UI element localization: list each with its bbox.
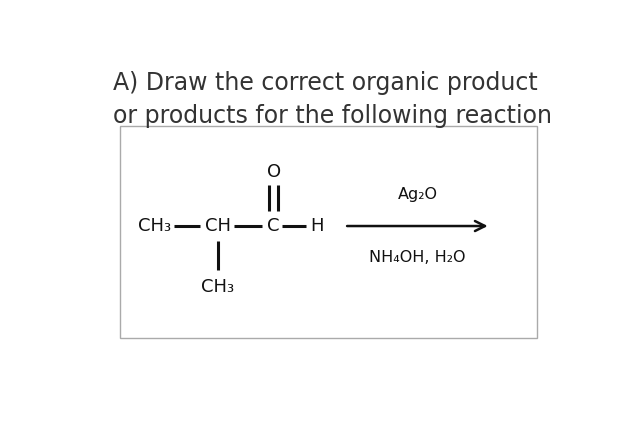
Text: A) Draw the correct organic product
or products for the following reaction: A) Draw the correct organic product or p…: [113, 71, 552, 128]
Text: NH₄OH, H₂O: NH₄OH, H₂O: [369, 250, 465, 265]
Text: H: H: [309, 217, 323, 235]
Text: O: O: [267, 163, 281, 181]
Text: CH₃: CH₃: [201, 278, 234, 296]
Text: CH: CH: [204, 217, 231, 235]
FancyBboxPatch shape: [120, 125, 537, 338]
Text: Ag₂O: Ag₂O: [398, 187, 437, 202]
Text: C: C: [267, 217, 280, 235]
Text: CH₃: CH₃: [138, 217, 170, 235]
